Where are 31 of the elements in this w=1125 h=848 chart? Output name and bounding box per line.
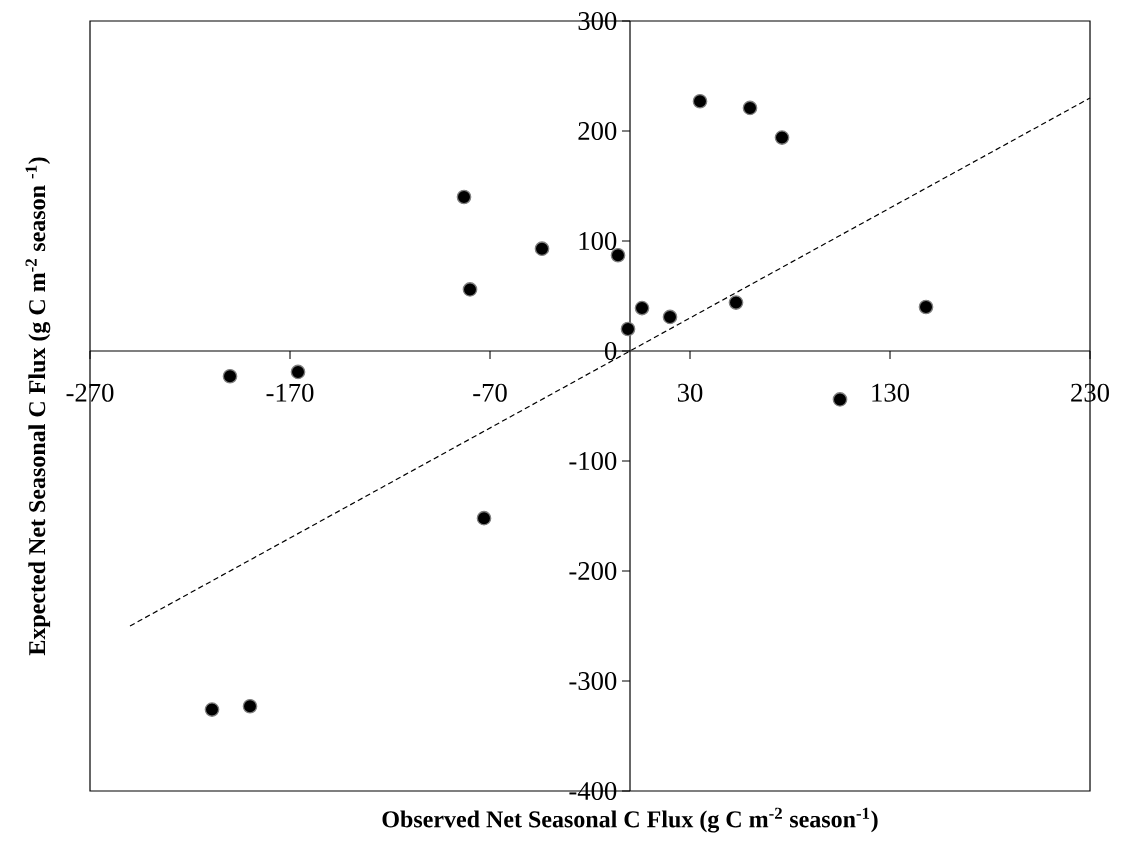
y-tick-label: -200 (569, 561, 617, 580)
y-tick-label: 300 (578, 11, 617, 30)
y-tick-label: 200 (578, 121, 617, 140)
point (534, 241, 550, 257)
point (290, 364, 306, 380)
point (634, 300, 650, 316)
point (832, 392, 848, 407)
point (242, 698, 258, 714)
point (742, 100, 758, 116)
point (774, 130, 790, 145)
point (222, 368, 238, 384)
point (456, 189, 472, 205)
y-tick-label: 100 (579, 231, 617, 250)
y-tick-label: -400 (569, 781, 617, 800)
x-axis-title: Observed Net Seasonal C Flux (g C m$^{-2}$ season$^{-1}$) (382, 807, 878, 833)
point (692, 93, 708, 109)
y-tick-label: -100 (569, 451, 617, 470)
point (204, 702, 220, 717)
y-tick-label: -300 (569, 671, 617, 690)
point (462, 282, 478, 297)
point (728, 295, 744, 310)
point (662, 309, 678, 325)
x-tick-label: -70 (473, 383, 507, 402)
x-tick-label: 130 (872, 383, 909, 402)
y-tick-label: 0 (604, 341, 617, 360)
y-axis-title: Expected Net Seasonal C Flux (g C m$^{-2}$ season $^{-1}$) (25, 157, 51, 656)
point (918, 299, 934, 315)
point (620, 321, 636, 337)
x-tick-label: -170 (266, 383, 314, 402)
point (476, 510, 492, 526)
x-tick-label: 30 (677, 383, 703, 402)
